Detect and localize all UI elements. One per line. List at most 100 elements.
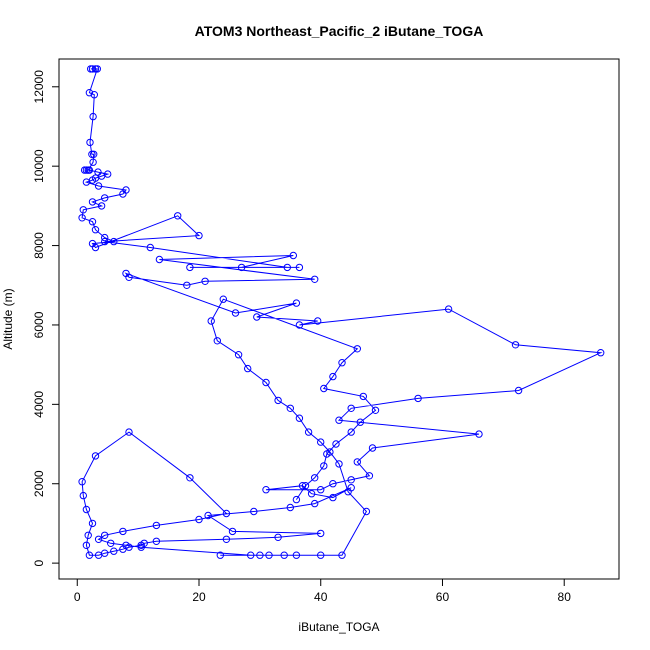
y-axis-label: Altitude (m) [1,288,15,349]
data-point [85,166,94,174]
data-point [91,226,100,234]
data-point [110,547,118,555]
data-point [82,178,91,186]
data-point [101,237,109,246]
x-axis: 0 20 40 60 80 [74,578,572,604]
data-point [94,182,103,190]
x-tick-label: 80 [558,590,572,604]
data-point [88,519,97,528]
data-point [289,251,297,260]
data-point [213,337,222,345]
data-point [368,444,377,452]
data-point [82,505,91,514]
x-tick-label: 40 [314,590,328,604]
data-point [89,112,97,121]
data-point [94,535,103,543]
x-tick-label: 20 [192,590,206,604]
data-point [338,359,346,367]
data-point [329,493,337,502]
data-point [301,482,310,490]
data-point [84,531,92,539]
data-point [222,509,231,518]
data-point [256,551,264,559]
data-point [286,503,294,512]
data-point [356,418,364,426]
chart-title: ATOM3 Northeast_Pacific_2 iButane_TOGA [195,23,484,39]
data-point [280,551,288,559]
data-point [311,474,319,482]
data-point [91,452,100,460]
data-point [353,458,361,466]
data-point [234,351,243,359]
data-point [207,317,215,325]
data-point [292,551,301,559]
data-point [262,378,270,387]
data-point [317,486,325,494]
data-point [317,438,325,446]
data-point [119,527,127,536]
data-point [295,321,304,329]
data-point [237,263,246,272]
data-point [317,551,325,559]
data-point [332,440,340,448]
data-point [286,404,294,412]
data-point [78,478,86,486]
y-axis: 0 2000 4000 6000 8000 10000 12000 [32,70,60,566]
data-point [137,541,145,549]
data-point [78,214,86,222]
data-point [101,194,109,202]
data-point [119,190,127,198]
data-point [359,392,367,401]
data-point [201,277,209,285]
data-point [125,428,133,436]
data-point [155,255,164,264]
data-point [110,237,118,246]
plot-area [78,65,605,559]
data-point [152,537,161,545]
data-point [323,450,331,458]
data-point [329,372,337,381]
data-point [122,541,130,549]
data-point [97,202,106,210]
data-point [262,486,270,494]
data-point [183,281,191,289]
data-point [231,309,240,317]
data-point [247,551,255,559]
data-point [253,313,261,321]
data-point [195,515,203,524]
data-point [365,472,374,480]
data-point [244,364,252,373]
data-point [89,158,97,166]
y-tick-label: 10000 [32,149,46,183]
data-point [88,218,97,226]
data-point [514,386,523,395]
y-tick-label: 0 [32,559,46,566]
data-point [222,535,231,543]
data-point [101,233,109,242]
data-point [265,551,273,559]
x-tick-label: 0 [74,590,81,604]
data-point [295,263,304,272]
data-point [320,384,328,393]
data-point [329,480,337,488]
data-point [338,551,346,559]
data-point [93,65,102,73]
data-point [186,263,194,272]
data-point [80,166,89,174]
data-point [186,474,194,482]
data-point [307,490,316,498]
data-point [90,150,98,159]
data-point [335,460,343,468]
data-point [444,305,453,313]
data-point [250,507,258,516]
data-point [195,231,203,240]
data-point [107,539,115,547]
data-point [475,430,483,438]
data-point [146,243,155,252]
series-line [81,68,603,556]
data-point [292,495,301,504]
data-point [228,527,237,536]
data-point [85,551,94,559]
data-point [82,541,91,549]
